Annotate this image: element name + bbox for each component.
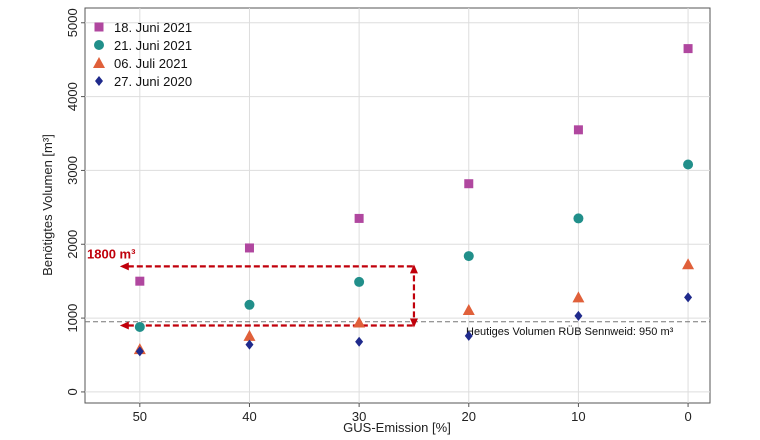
point-series-3 — [462, 303, 475, 315]
y-tick-label: 5000 — [65, 8, 80, 37]
annotation-label: 1800 m³ — [87, 246, 136, 261]
y-tick-label: 2000 — [65, 230, 80, 259]
x-tick-label: 50 — [133, 409, 147, 424]
point-series-3 — [353, 316, 366, 328]
y-tick-label: 1000 — [65, 304, 80, 333]
point-series-4 — [464, 330, 473, 341]
annotation-arrowhead-down — [409, 318, 418, 328]
legend-label-3: 06. Juli 2021 — [114, 56, 188, 71]
y-tick-labels: 0 1000 2000 3000 4000 5000 — [65, 8, 85, 396]
y-tick-label: 4000 — [65, 82, 80, 111]
legend-marker-2 — [94, 40, 104, 50]
annotation-arrowhead-up — [409, 264, 418, 274]
point-series-3 — [243, 329, 256, 341]
point-series-3 — [572, 291, 585, 303]
point-series-2 — [354, 276, 365, 287]
point-series-1 — [244, 243, 254, 253]
x-axis-label: GUS-Emission [%] — [343, 420, 451, 435]
point-series-2 — [463, 251, 474, 262]
x-tick-label: 30 — [352, 409, 366, 424]
reference-line-label: Heutiges Volumen RÜB Sennweid: 950 m³ — [466, 326, 674, 338]
point-series-1 — [573, 125, 583, 135]
point-series-4 — [355, 336, 364, 347]
legend: 18. Juni 2021 21. Juni 2021 06. Juli 2021 2… — [93, 20, 192, 89]
y-tick-label: 0 — [65, 388, 80, 395]
x-tick-labels: 50 40 30 20 10 0 — [133, 403, 692, 424]
point-series-4 — [135, 346, 144, 357]
legend-marker-1 — [94, 22, 104, 32]
plot-frame — [84, 7, 711, 404]
legend-marker-3 — [93, 57, 105, 68]
point-series-2 — [573, 213, 584, 224]
data-points — [133, 44, 695, 357]
reference-line-group: Heutiges Volumen RÜB Sennweid: 950 m³ — [85, 321, 710, 338]
legend-label-4: 27. Juni 2020 — [114, 74, 192, 89]
x-tick-label: 20 — [462, 409, 476, 424]
legend-label-2: 21. Juni 2021 — [114, 38, 192, 53]
legend-marker-4 — [95, 76, 103, 86]
legend-label-1: 18. Juni 2021 — [114, 20, 192, 35]
y-tick-label: 3000 — [65, 156, 80, 185]
x-tick-label: 40 — [242, 409, 256, 424]
point-series-2 — [683, 159, 694, 170]
point-series-3 — [682, 258, 695, 270]
y-axis-label: Benötigtes Volumen [m³] — [40, 134, 55, 276]
x-tick-label: 0 — [684, 409, 691, 424]
annotation-arrowhead-bottom — [119, 321, 129, 330]
point-series-1 — [683, 44, 693, 54]
point-series-4 — [574, 310, 583, 321]
point-series-1 — [464, 179, 474, 189]
point-series-2 — [244, 299, 255, 310]
point-series-1 — [135, 276, 145, 286]
x-tick-label: 10 — [571, 409, 585, 424]
annotation-arrowhead-top — [119, 262, 129, 271]
point-series-1 — [354, 213, 364, 223]
point-series-2 — [134, 321, 145, 332]
point-series-4 — [684, 292, 693, 303]
point-series-4 — [245, 339, 254, 350]
annotation-group: 1800 m³ — [87, 246, 418, 330]
